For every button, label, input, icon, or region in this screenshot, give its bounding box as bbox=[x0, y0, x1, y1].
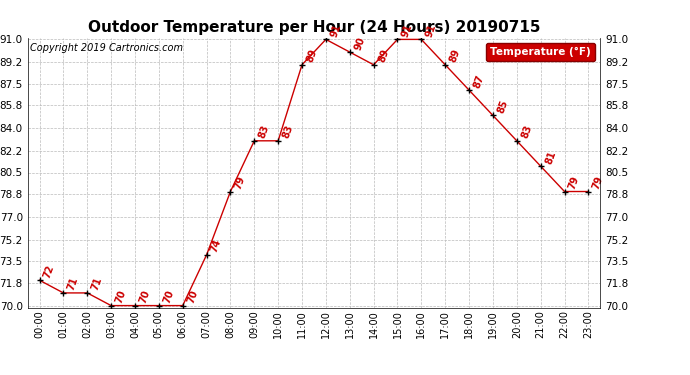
Text: 71: 71 bbox=[90, 276, 104, 292]
Text: 91: 91 bbox=[424, 22, 438, 39]
Text: 89: 89 bbox=[305, 48, 319, 64]
Text: 70: 70 bbox=[114, 289, 128, 305]
Text: Copyright 2019 Cartronics.com: Copyright 2019 Cartronics.com bbox=[30, 43, 184, 53]
Text: 70: 70 bbox=[138, 289, 152, 305]
Text: 91: 91 bbox=[328, 22, 343, 39]
Text: 89: 89 bbox=[376, 48, 391, 64]
Text: 90: 90 bbox=[353, 35, 366, 51]
Text: 79: 79 bbox=[567, 175, 581, 191]
Text: 71: 71 bbox=[66, 276, 80, 292]
Text: 85: 85 bbox=[495, 99, 510, 115]
Text: 83: 83 bbox=[281, 124, 295, 140]
Text: 72: 72 bbox=[42, 263, 57, 279]
Text: 81: 81 bbox=[544, 149, 558, 165]
Text: 87: 87 bbox=[472, 73, 486, 89]
Text: 91: 91 bbox=[400, 22, 414, 39]
Text: 79: 79 bbox=[233, 175, 247, 191]
Text: 83: 83 bbox=[520, 124, 533, 140]
Text: 70: 70 bbox=[186, 289, 199, 305]
Title: Outdoor Temperature per Hour (24 Hours) 20190715: Outdoor Temperature per Hour (24 Hours) … bbox=[88, 20, 540, 35]
Legend: Temperature (°F): Temperature (°F) bbox=[486, 43, 595, 61]
Text: 79: 79 bbox=[591, 175, 605, 191]
Text: 70: 70 bbox=[161, 289, 176, 305]
Text: 74: 74 bbox=[209, 238, 224, 254]
Text: 89: 89 bbox=[448, 48, 462, 64]
Text: 83: 83 bbox=[257, 124, 271, 140]
